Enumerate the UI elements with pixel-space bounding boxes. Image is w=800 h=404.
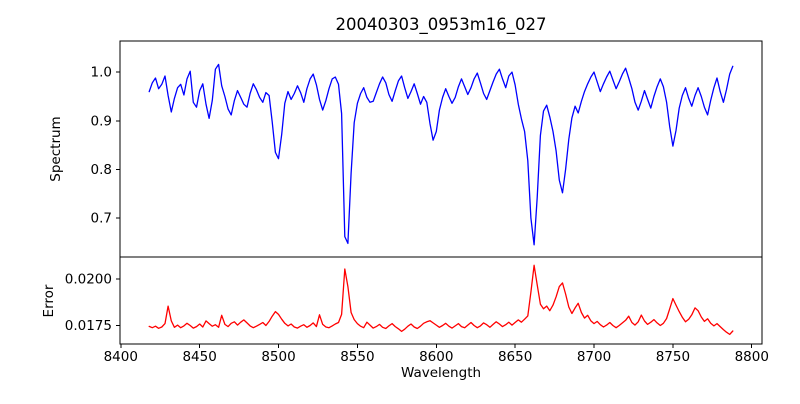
spectrum-y-tick-label: 0.9: [91, 113, 112, 129]
spectrum-y-axis-label: Spectrum: [48, 116, 64, 181]
x-tick-label: 8800: [735, 349, 769, 365]
error-y-tick-label: 0.0175: [65, 318, 112, 334]
spectrum-y-tick-label: 1.0: [91, 65, 112, 81]
spectrum-line: [148, 63, 734, 246]
x-tick-label: 8750: [656, 349, 690, 365]
x-tick-label: 8400: [104, 349, 138, 365]
x-axis-ticks: 8400 8450 8500 8550 8600 8650 8700 8750 8800: [104, 344, 769, 365]
spectrum-y-axis-ticks: 0.7 0.8 0.9 1.0: [91, 65, 120, 227]
error-y-tick-label: 0.0200: [65, 272, 112, 288]
x-tick-label: 8500: [261, 349, 295, 365]
x-tick-label: 8600: [419, 349, 453, 365]
x-tick-label: 8700: [577, 349, 611, 365]
spectrum-y-tick-label: 0.8: [91, 162, 112, 178]
error-y-axis-label: Error: [41, 284, 57, 317]
spectrum-y-tick-label: 0.7: [91, 211, 112, 227]
error-axes-box: [119, 256, 763, 345]
x-tick-label: 8650: [498, 349, 532, 365]
x-tick-label: 8450: [182, 349, 216, 365]
x-tick-label: 8550: [340, 349, 374, 365]
chart-title: 20040303_0953m16_027: [335, 15, 546, 35]
x-axis-label: Wavelength: [401, 365, 481, 381]
spectrum-axes-box: [119, 40, 763, 258]
error-line: [148, 264, 734, 336]
error-y-axis-ticks: 0.0175 0.0200: [65, 272, 120, 334]
